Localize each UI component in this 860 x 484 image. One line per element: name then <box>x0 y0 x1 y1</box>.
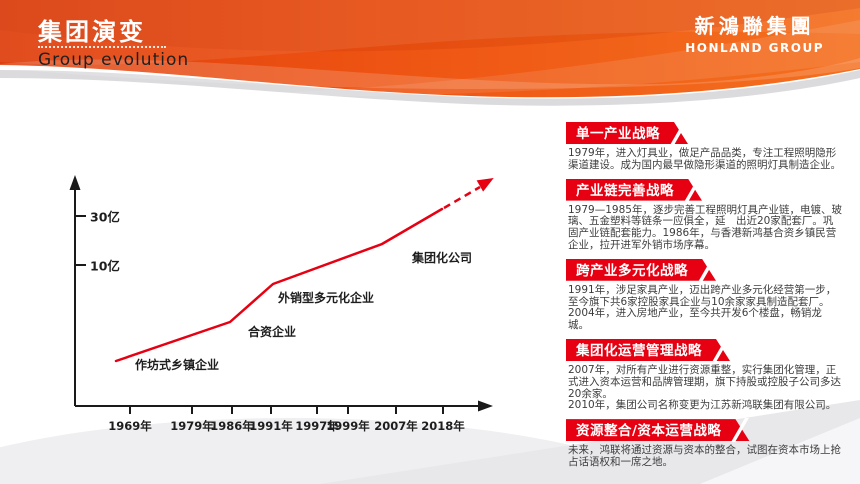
x-axis-tick-label: 2007年 <box>374 419 418 433</box>
strategy-title: 单一产业战略 <box>576 126 660 142</box>
banner-ribbon-shape <box>566 339 738 361</box>
logo-english-text: HONLAND GROUP <box>685 41 824 55</box>
stage-label: 作坊式乡镇企业 <box>135 358 220 372</box>
strategy-banner: 产业链完善战略 <box>566 177 710 202</box>
stage-label: 合资企业 <box>248 325 297 339</box>
axis-tick-marks <box>76 215 444 414</box>
banner-ribbon-shape <box>566 179 710 201</box>
strategy-banner: 集团化运营管理战略 <box>566 337 738 362</box>
x-axis-tick-label: 1969年 <box>108 419 152 433</box>
x-axis-tick-label: 2018年 <box>421 419 465 433</box>
trend-arrow-icon <box>476 178 494 192</box>
strategy-block-capital-operation: 资源整合/资本运营战略 未来，鸿联将通过资源与资本的整合，试图在资本市场上抢占话… <box>566 418 842 469</box>
x-axis-tick-label: 1997年 <box>295 419 339 433</box>
page-subtitle: Group evolution <box>38 50 190 70</box>
title-dotted-underline <box>38 46 166 48</box>
strategy-description: 1991年，涉足家具产业，迈出跨产业多元化经营第一步，至今旗下共6家控股家具企业… <box>568 283 837 332</box>
chart-canvas <box>69 175 494 414</box>
strategy-description: 2007年，对所有产业进行资源重整，实行集团化管理，正式进入资本运营和品牌管理期… <box>568 363 841 412</box>
evolution-line-chart: 1969年 1979年 1986年 1991年 1997年 1999年 2007年 2018年… <box>40 148 520 448</box>
x-axis-tick-label: 1991年 <box>249 419 293 433</box>
strategy-banner: 资源整合/资本运营战略 <box>566 418 757 443</box>
strategy-panel: 单一产业战略 1979年，进入灯具业，做足产品品类，专注工程照明隐形渠道建设。成… <box>566 121 842 476</box>
x-axis-tick-label: 1979年 <box>170 419 214 433</box>
header: 集团演变 Group evolution 新鴻聯集團 HONLAND GROUP <box>0 0 860 110</box>
strategy-block-group-management: 集团化运营管理战略 2007年，对所有产业进行资源重整，实行集团化管理，正式进入… <box>566 337 842 412</box>
y-axis-arrow-icon <box>69 175 81 190</box>
company-logo: 新鴻聯集團 HONLAND GROUP <box>685 10 824 55</box>
y-axis-tick-label: 10亿 <box>90 258 120 274</box>
strategy-banner: 跨产业多元化战略 <box>566 257 724 282</box>
banner-ribbon-shape <box>566 259 724 281</box>
trend-line-dashed-forecast <box>443 185 481 210</box>
strategy-block-industry-chain: 产业链完善战略 1979—1985年，逐步完善工程照明灯具产业链，电镀、玻璃、五… <box>566 177 842 252</box>
x-axis-arrow-icon <box>478 400 493 412</box>
strategy-title: 跨产业多元化战略 <box>576 262 688 279</box>
strategy-title: 产业链完善战略 <box>576 182 674 199</box>
page-title: 集团演变 <box>38 18 146 46</box>
logo-chinese-text: 新鴻聯集團 <box>694 14 815 38</box>
strategy-title: 集团化运营管理战略 <box>576 342 702 359</box>
strategy-description: 未来，鸿联将通过资源与资本的整合，试图在资本市场上抢占话语权和一席之地。 <box>568 444 841 468</box>
chart-labels-layer: 1969年 1979年 1986年 1991年 1997年 1999年 2007年 2018年… <box>40 148 520 448</box>
strategy-description: 1979—1985年，逐步完善工程照明灯具产业链，电镀、玻璃、五金塑料等链条一应… <box>568 203 842 251</box>
strategy-banner: 单一产业战略 <box>566 121 696 145</box>
y-axis-tick-label: 30亿 <box>90 209 120 225</box>
banner-ribbon-shape <box>566 419 757 441</box>
x-axis-tick-label: 1986年 <box>210 419 254 433</box>
strategy-title: 资源整合/资本运营战略 <box>576 423 722 440</box>
banner-ribbon-shape <box>566 122 696 144</box>
strategy-block-diversification: 跨产业多元化战略 1991年，涉足家具产业，迈出跨产业多元化经营第一步，至今旗下… <box>566 257 842 332</box>
trend-line <box>114 207 444 363</box>
strategy-description: 1979年，进入灯具业，做足产品品类，专注工程照明隐形渠道建设。成为国内最早做隐… <box>568 147 841 171</box>
x-axis-tick-label: 1999年 <box>326 419 370 433</box>
header-wave-banner <box>0 0 860 106</box>
strategy-block-single-industry: 单一产业战略 1979年，进入灯具业，做足产品品类，专注工程照明隐形渠道建设。成… <box>566 121 842 172</box>
stage-label: 外销型多元化企业 <box>278 291 375 305</box>
stage-label: 集团化公司 <box>412 251 473 265</box>
